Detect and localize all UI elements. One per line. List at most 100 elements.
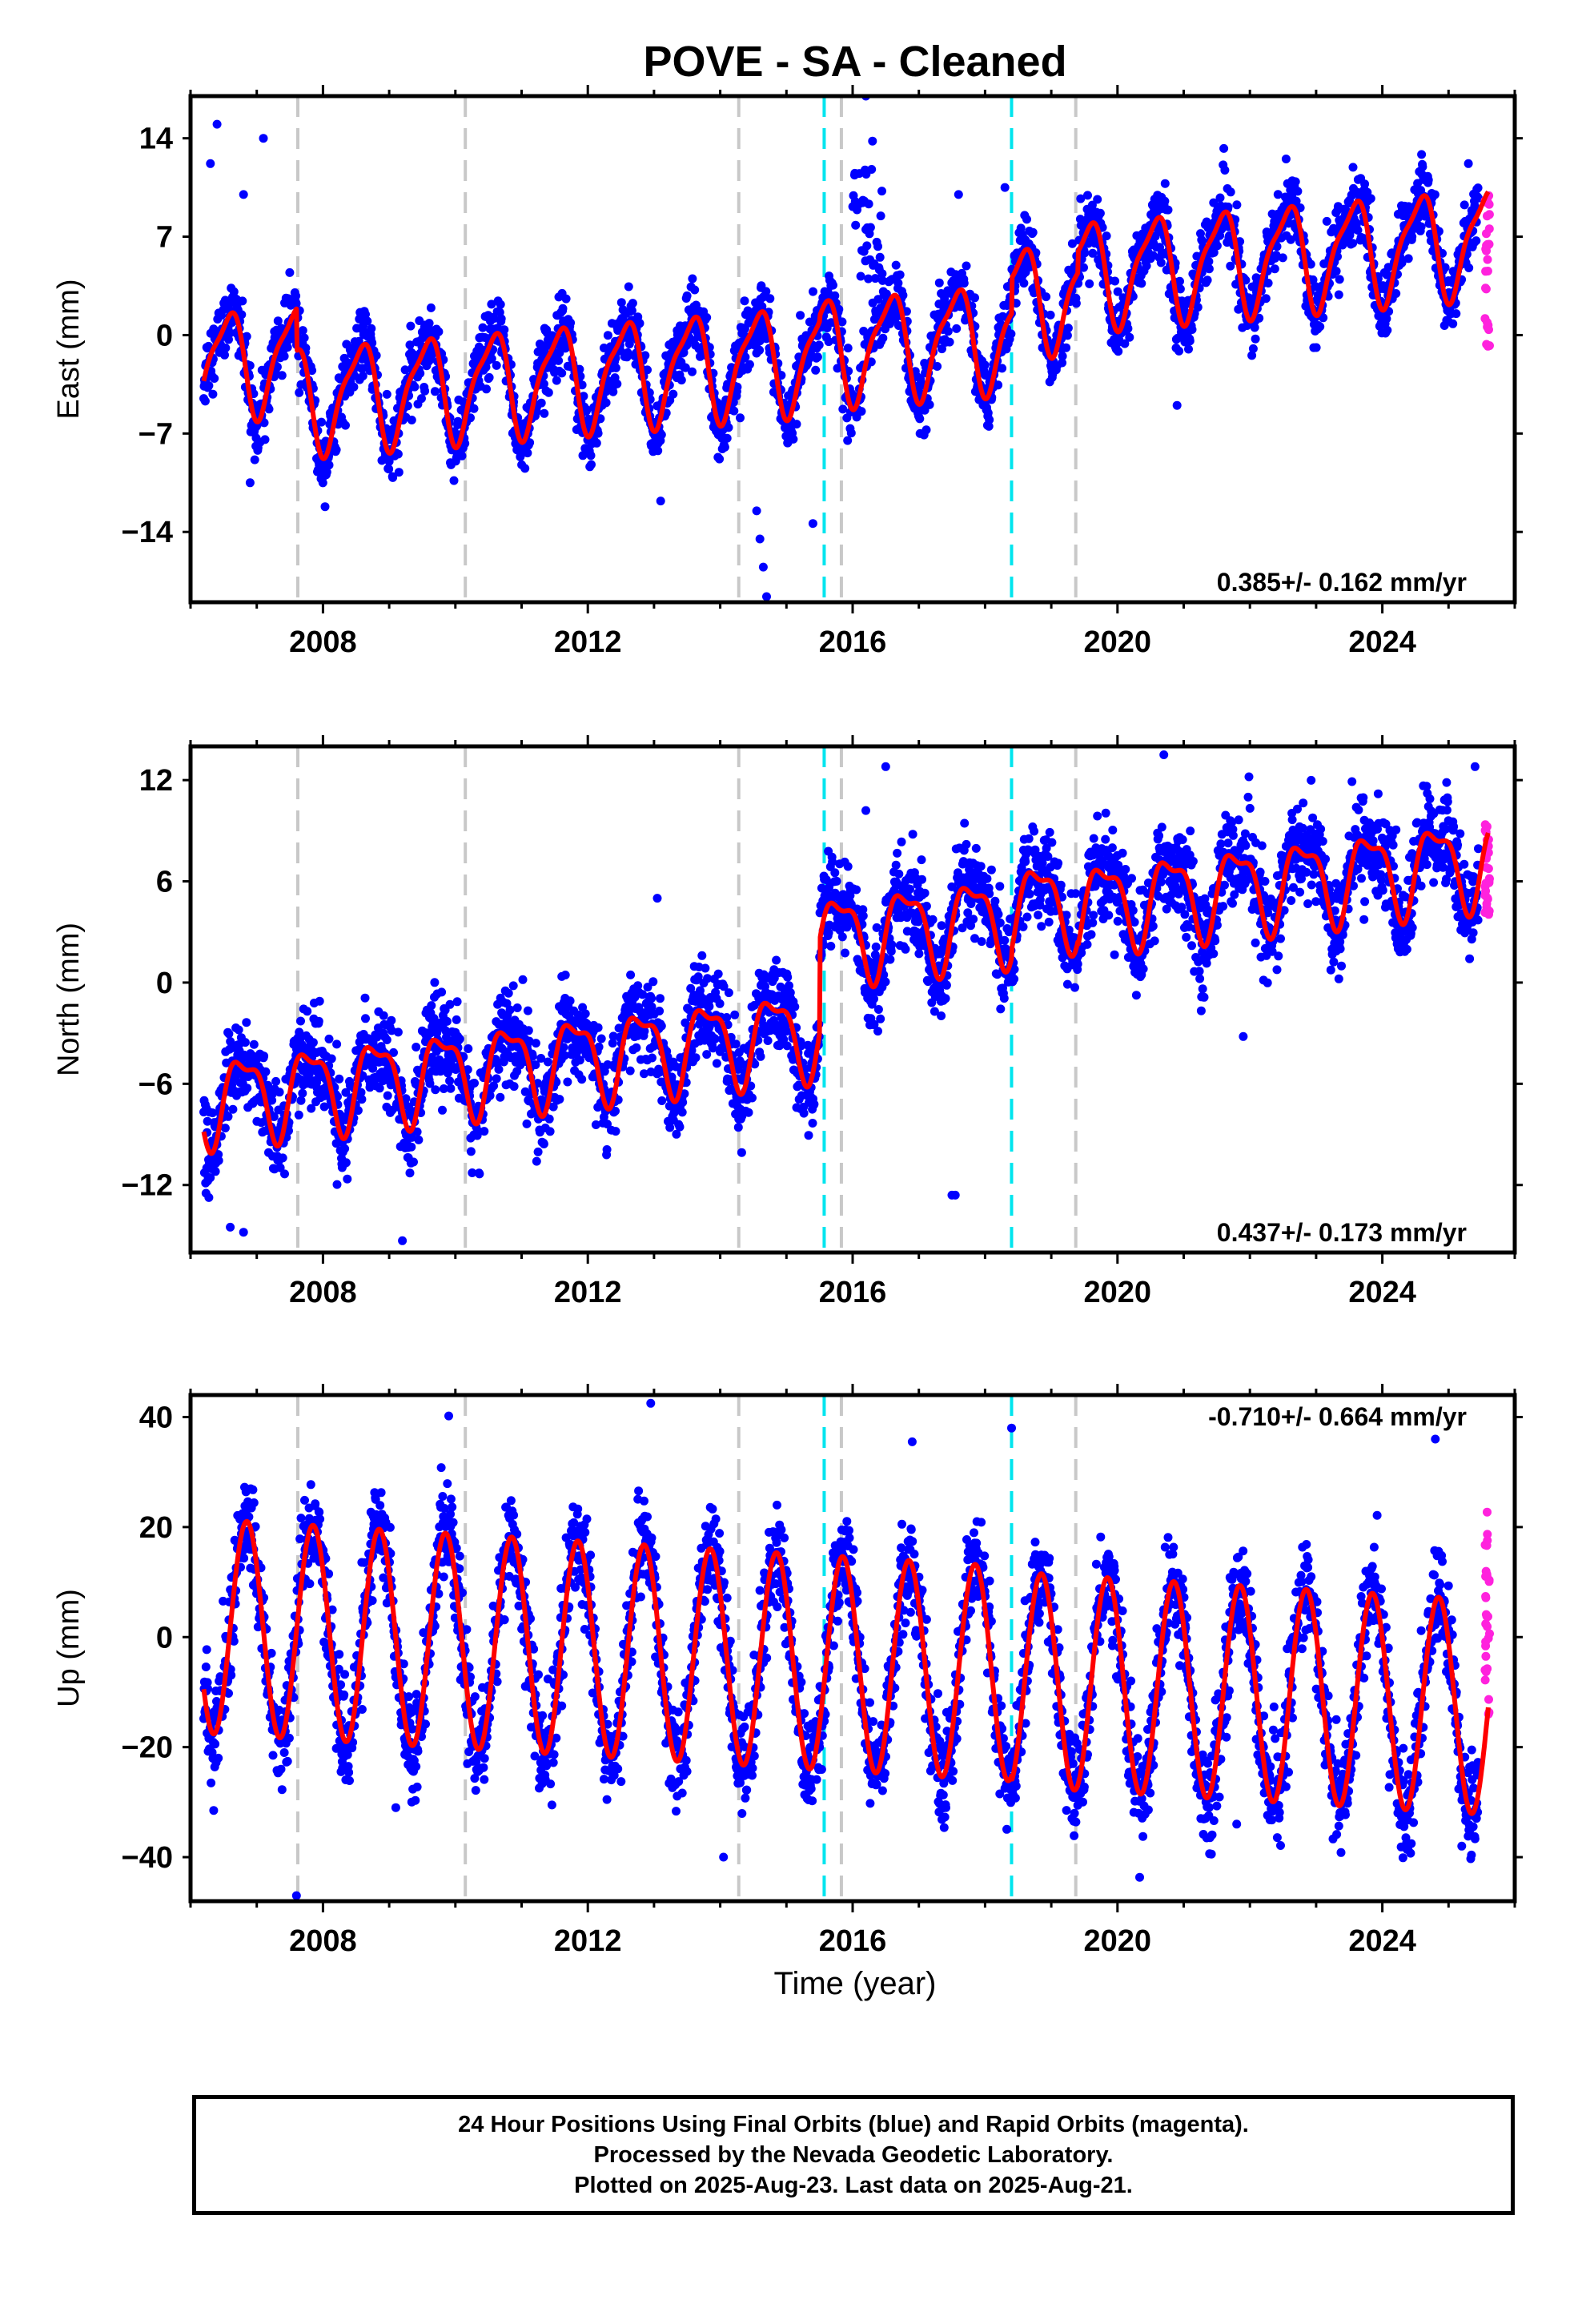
final-orbit-point (430, 387, 440, 396)
final-orbit-point (317, 417, 326, 427)
final-orbit-point (1315, 322, 1325, 332)
final-orbit-point (1335, 275, 1344, 284)
final-orbit-point (382, 389, 391, 399)
final-orbit-point (324, 460, 334, 470)
final-orbit-point (1114, 347, 1123, 356)
final-orbit-point (480, 1127, 489, 1136)
final-orbit-point (237, 310, 247, 320)
final-orbit-point (1071, 299, 1081, 308)
final-orbit-point (271, 1076, 281, 1086)
north-plot-area (199, 746, 1494, 1252)
final-orbit-point (814, 340, 824, 350)
final-orbit-point (724, 988, 733, 998)
final-orbit-point (220, 1124, 230, 1133)
final-orbit-point (327, 1054, 336, 1063)
final-orbit-point (1226, 187, 1235, 197)
final-orbit-point (1416, 222, 1426, 231)
final-orbit-point (524, 1026, 533, 1035)
final-orbit-point (1022, 215, 1031, 224)
final-orbit-point (426, 303, 436, 312)
final-orbit-point (496, 300, 505, 309)
final-orbit-point (388, 472, 398, 482)
final-orbit-point (895, 270, 905, 279)
final-orbit-point (756, 1051, 765, 1061)
final-orbit-point (809, 287, 817, 296)
final-orbit-point (223, 1112, 233, 1121)
final-orbit-point (921, 425, 931, 435)
final-orbit-point (1079, 263, 1088, 272)
final-orbit-point (1193, 303, 1203, 312)
final-orbit-point (1006, 329, 1016, 339)
final-orbit-point (243, 1084, 252, 1093)
final-orbit-point (851, 220, 861, 230)
final-orbit-point (596, 1034, 606, 1043)
final-orbit-point (405, 1168, 415, 1178)
final-orbit-point (492, 360, 501, 370)
outlier-point (808, 519, 817, 529)
final-orbit-point (877, 187, 886, 196)
final-orbit-point (555, 1095, 564, 1104)
final-orbit-point (540, 408, 549, 418)
final-orbit-point (279, 352, 289, 361)
final-orbit-point (320, 502, 330, 512)
final-orbit-point (544, 388, 553, 397)
final-orbit-point (755, 345, 765, 355)
outlier-point (758, 562, 768, 572)
final-orbit-point (1160, 196, 1170, 206)
final-orbit-point (332, 1039, 342, 1049)
final-orbit-point (361, 1014, 370, 1023)
final-orbit-point (504, 988, 513, 998)
final-orbit-point (1391, 289, 1401, 298)
final-orbit-point (261, 1067, 271, 1076)
final-orbit-point (382, 1035, 391, 1044)
final-orbit-point (691, 1053, 701, 1063)
final-orbit-point (565, 996, 575, 1006)
final-orbit-point (891, 260, 901, 270)
final-orbit-point (1187, 325, 1197, 334)
final-orbit-point (518, 975, 528, 984)
outlier-point (854, 169, 864, 179)
final-orbit-point (560, 971, 570, 979)
final-orbit-point (1019, 279, 1029, 288)
rapid-orbit-point (1483, 318, 1492, 328)
final-orbit-point (690, 285, 700, 295)
final-orbit-point (520, 464, 530, 473)
final-orbit-point (875, 252, 885, 262)
final-orbit-point (1448, 319, 1458, 328)
final-orbit-point (552, 376, 561, 385)
final-orbit-point (612, 379, 622, 388)
final-orbit-point (624, 340, 634, 349)
final-orbit-point (843, 344, 853, 353)
final-orbit-point (1261, 294, 1271, 304)
final-orbit-point (656, 430, 666, 440)
final-orbit-point (1174, 346, 1184, 356)
final-orbit-point (533, 1147, 543, 1156)
final-orbit-point (1184, 344, 1193, 354)
final-orbit-point (925, 400, 934, 409)
final-orbit-point (335, 1074, 344, 1084)
final-orbit-point (792, 420, 801, 429)
final-orbit-point (299, 333, 309, 343)
final-orbit-point (554, 356, 564, 365)
final-orbit-point (677, 1108, 687, 1117)
final-orbit-point (1263, 279, 1273, 287)
final-orbit-point (259, 418, 269, 428)
outlier-point (954, 190, 963, 199)
final-orbit-point (772, 955, 781, 965)
final-orbit-point (393, 1027, 403, 1037)
x-tick-label: 2008 (289, 625, 357, 659)
final-orbit-point (1423, 175, 1433, 185)
final-orbit-point (745, 360, 754, 369)
final-orbit-point (864, 199, 873, 209)
final-orbit-point (414, 1135, 424, 1144)
final-orbit-point (1348, 239, 1358, 248)
final-orbit-point (669, 389, 678, 399)
final-orbit-point (484, 372, 494, 382)
final-orbit-point (301, 344, 311, 353)
y-tick-label: 7 (156, 221, 173, 255)
final-orbit-point (602, 1145, 612, 1154)
final-orbit-point (240, 1038, 250, 1047)
final-orbit-point (307, 366, 317, 376)
final-orbit-point (221, 344, 231, 352)
final-orbit-point (1331, 267, 1341, 276)
